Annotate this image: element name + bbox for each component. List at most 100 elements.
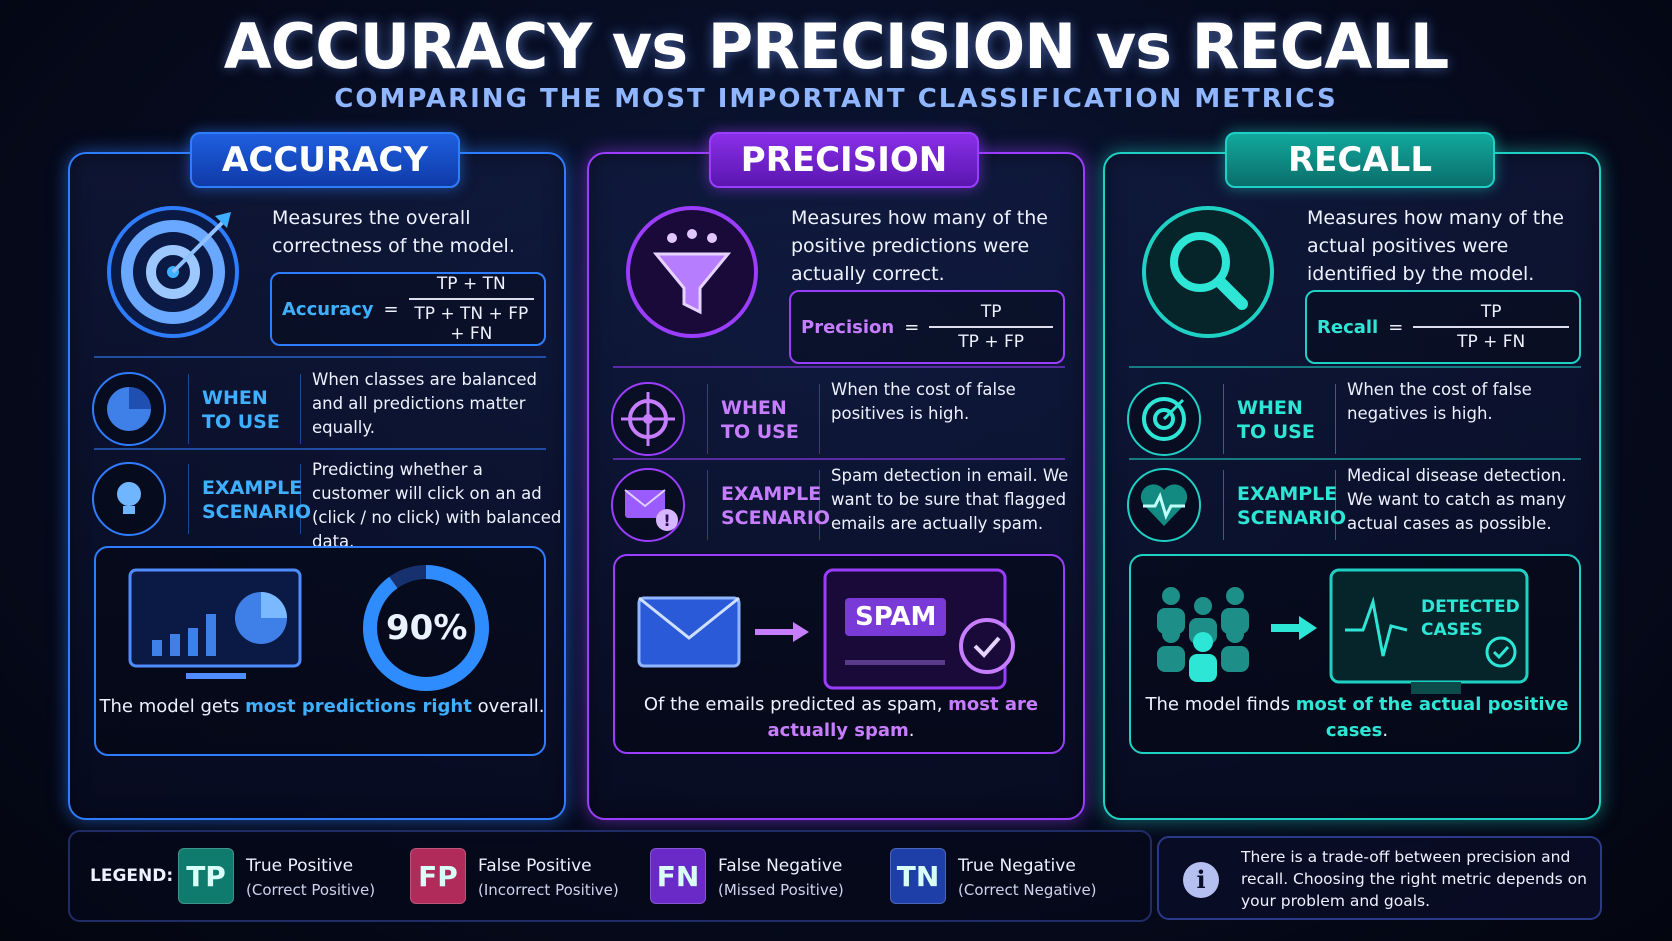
page-title: ACCURACY vs PRECISION vs RECALL	[223, 10, 1449, 83]
formula-fraction: TP TP + FP	[929, 302, 1063, 352]
divider	[94, 356, 546, 358]
example-scenario-label: EXAMPLE SCENARIO	[721, 483, 831, 529]
formula-name: Recall	[1317, 316, 1379, 338]
when-to-use-label: WHEN TO USE	[721, 397, 799, 443]
denominator: TP + TN + FP + FN	[414, 304, 529, 344]
legend-desc: (Correct Positive)	[246, 881, 376, 899]
example-scenario-row: EXAMPLE SCENARIO Medical disease detecti…	[1125, 462, 1595, 546]
numerator: TP + TN	[408, 274, 534, 300]
caption-text: Of the emails predicted as spam,	[643, 694, 949, 715]
page-subtitle: COMPARING THE MOST IMPORTANT CLASSIFICAT…	[334, 84, 1338, 114]
when-to-use-text: When the cost of false negatives is high…	[1347, 380, 1532, 423]
legend-item-text: True Negative (Correct Negative)	[958, 854, 1097, 902]
legend-name: False Positive	[478, 856, 592, 876]
bar	[152, 640, 162, 656]
accuracy-value: 90%	[386, 608, 468, 648]
legend-badge-fp: FP	[410, 848, 466, 904]
metric-description: Measures how many of the positive predic…	[791, 207, 1048, 285]
magnifier-icon	[1138, 202, 1278, 342]
legend-item-text: False Positive (Incorrect Positive)	[478, 854, 619, 902]
panel-precision: PRECISION Measures how many of the posit…	[587, 132, 1085, 820]
caption-highlight: most predictions right	[245, 696, 472, 717]
when-to-use-row: WHEN TO USE When the cost of false negat…	[1125, 376, 1595, 460]
caption-text: The model finds	[1145, 694, 1296, 715]
formula-equals: =	[904, 316, 920, 338]
illustration-box: DETECTED CASES The model finds most of t…	[1129, 554, 1581, 754]
divider	[1129, 458, 1581, 460]
lightbulb-icon	[90, 460, 168, 538]
caption-text: The model gets	[99, 696, 246, 717]
formula-fraction: TP + TN TP + TN + FP + FN	[408, 274, 544, 344]
divider	[1129, 366, 1581, 368]
when-to-use-row: WHEN TO USE When classes are balanced an…	[90, 366, 560, 450]
heart-pulse-icon	[1125, 466, 1203, 544]
tradeoff-note: i There is a trade-off between precision…	[1157, 836, 1602, 920]
example-scenario-label: EXAMPLE SCENARIO	[202, 477, 312, 523]
bar	[188, 628, 198, 656]
divider	[613, 366, 1065, 368]
caption-highlight: most of the actual positive cases	[1295, 694, 1569, 741]
legend: LEGEND: TP True Positive (Correct Positiv…	[68, 830, 1152, 922]
illustration-box: SPAM Of the emails predicted as spam, mo…	[613, 554, 1065, 754]
panel-title: RECALL	[1225, 132, 1495, 188]
formula-box: Accuracy = TP + TN TP + TN + FP + FN	[270, 272, 546, 346]
info-icon: i	[1183, 862, 1219, 898]
legend-desc: (Missed Positive)	[718, 881, 844, 899]
example-scenario-text: Spam detection in email. We want to be s…	[831, 466, 1069, 533]
illustration-box: 90% The model gets most predictions righ…	[94, 546, 546, 756]
caption-end: .	[908, 720, 915, 741]
denominator: TP + FP	[958, 332, 1024, 352]
note-text: There is a trade-off between precision a…	[1241, 848, 1587, 910]
caption-highlight: most are actually spam	[767, 694, 1039, 741]
target-icon	[103, 202, 243, 342]
spam-label: SPAM	[845, 598, 947, 636]
bar	[170, 634, 180, 656]
email-alert-icon: !	[609, 466, 687, 544]
example-scenario-row: EXAMPLE SCENARIO Predicting whether a cu…	[90, 456, 561, 551]
illustration-caption: The model gets most predictions right ov…	[96, 694, 548, 720]
target-small-icon	[1125, 380, 1203, 458]
formula-name: Accuracy	[282, 298, 374, 320]
legend-item-text: False Negative (Missed Positive)	[718, 854, 844, 902]
svg-text:!: !	[663, 511, 670, 530]
divider	[94, 448, 546, 450]
formula-box: Recall = TP TP + FN	[1305, 290, 1581, 364]
formula-equals: =	[1388, 316, 1404, 338]
illustration-caption: Of the emails predicted as spam, most ar…	[615, 692, 1067, 744]
legend-name: False Negative	[718, 856, 843, 876]
denominator: TP + FN	[1457, 332, 1526, 352]
when-to-use-label: WHEN TO USE	[1237, 397, 1315, 443]
numerator: TP	[1413, 302, 1569, 328]
metric-description: Measures how many of the actual positive…	[1307, 207, 1564, 285]
legend-name: True Positive	[246, 856, 354, 876]
when-to-use-row: WHEN TO USE When the cost of false posit…	[609, 376, 1079, 460]
illustration-caption: The model finds most of the actual posit…	[1131, 692, 1583, 744]
when-to-use-text: When the cost of false positives is high…	[831, 380, 1016, 423]
panel-title: PRECISION	[709, 132, 979, 188]
metric-description: Measures the overall correctness of the …	[272, 207, 515, 257]
legend-badge-tn: TN	[890, 848, 946, 904]
formula-equals: =	[383, 298, 399, 320]
legend-badge-tp: TP	[178, 848, 234, 904]
panel-recall: RECALL Measures how many of the actual p…	[1103, 132, 1601, 820]
crosshair-icon	[609, 380, 687, 458]
legend-title: LEGEND:	[90, 866, 174, 886]
example-scenario-row: ! EXAMPLE SCENARIO Spam detection in ema…	[609, 462, 1079, 546]
caption-end: .	[1382, 720, 1389, 741]
panel-accuracy: ACCURACY Measures the overall correctnes…	[68, 132, 566, 820]
when-to-use-text: When classes are balanced and all predic…	[312, 370, 537, 437]
pie-chart-icon	[90, 370, 168, 448]
funnel-icon	[622, 202, 762, 342]
divider	[613, 458, 1065, 460]
example-scenario-text: Medical disease detection. We want to ca…	[1347, 466, 1567, 533]
legend-name: True Negative	[958, 856, 1076, 876]
legend-item-text: True Positive (Correct Positive)	[246, 854, 375, 902]
legend-desc: (Correct Negative)	[958, 881, 1097, 899]
when-to-use-label: WHEN TO USE	[202, 387, 280, 433]
legend-desc: (Incorrect Positive)	[478, 881, 619, 899]
numerator: TP	[929, 302, 1053, 328]
example-scenario-text: Predicting whether a customer will click…	[312, 460, 562, 551]
bar	[206, 614, 216, 656]
formula-box: Precision = TP TP + FP	[789, 290, 1065, 364]
detected-cases-label: DETECTED CASES	[1421, 597, 1520, 640]
